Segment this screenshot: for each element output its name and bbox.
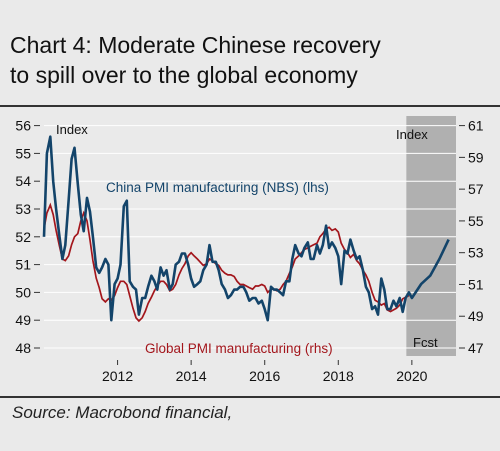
forecast-label: Fcst (413, 335, 438, 350)
right-tick-label: 59 (468, 149, 484, 165)
right-tick-label: 51 (468, 276, 484, 292)
left-axis: 48 49 50 51 52 53 54 55 56 (15, 118, 40, 356)
x-tick-label: 2020 (396, 368, 427, 384)
left-tick-label: 50 (15, 284, 31, 300)
left-tick-label: 56 (15, 118, 31, 134)
x-tick-label: 2014 (176, 368, 207, 384)
left-unit-label: Index (56, 122, 88, 137)
right-tick-label: 53 (468, 245, 484, 261)
chart-title: Chart 4: Moderate Chinese recovery to sp… (10, 30, 490, 90)
x-tick-label: 2018 (323, 368, 354, 384)
x-tick-label: 2016 (249, 368, 280, 384)
series-line-china-pmi (42, 135, 450, 322)
source-divider (0, 396, 500, 398)
left-tick-label: 49 (15, 312, 31, 328)
global-series-label: Global PMI manufacturing (rhs) (145, 341, 333, 356)
x-tick-label: 2012 (102, 368, 133, 384)
left-tick-label: 53 (15, 201, 31, 217)
chart-title-line-2: to spill over to the global economy (10, 62, 358, 88)
right-tick-label: 55 (468, 213, 484, 229)
left-tick-label: 51 (15, 257, 31, 273)
title-divider (0, 105, 500, 107)
chart-title-line-1: Chart 4: Moderate Chinese recovery (10, 32, 381, 58)
series-line-global-pmi (43, 202, 410, 323)
forecast-band (406, 116, 456, 356)
gridlines (44, 125, 456, 349)
left-tick-label: 54 (15, 173, 31, 189)
left-tick-label: 48 (15, 340, 31, 356)
right-axis: 47 49 51 53 55 57 59 61 (459, 118, 484, 356)
pmi-line-chart: 48 49 50 51 52 53 54 55 56 47 49 51 53 55 57 59 61 2012… (15, 116, 484, 384)
right-unit-label: Index (396, 127, 428, 142)
right-tick-label: 49 (468, 308, 484, 324)
china-series-label: China PMI manufacturing (NBS) (lhs) (106, 180, 329, 195)
right-tick-label: 57 (468, 181, 484, 197)
source-note: Source: Macrobond financial, (12, 403, 233, 422)
right-tick-label: 47 (468, 340, 484, 356)
left-tick-label: 55 (15, 145, 31, 161)
x-axis: 2012 2014 2016 2018 2020 (102, 360, 428, 384)
left-tick-label: 52 (15, 229, 31, 245)
right-tick-label: 61 (468, 118, 484, 134)
